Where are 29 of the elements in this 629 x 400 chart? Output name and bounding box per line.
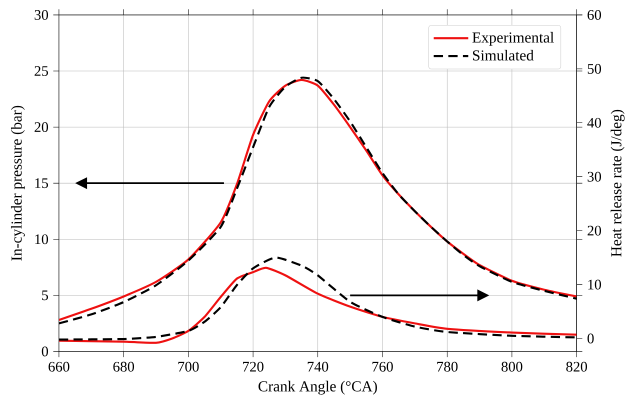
y-tick-label: 30: [34, 10, 48, 20]
y2-tick-label: 30: [588, 172, 602, 182]
x-tick-label: 700: [178, 362, 199, 372]
y2-tick-label: 10: [588, 280, 602, 290]
legend-label: Experimental: [472, 32, 554, 46]
y-tick-label: 10: [35, 234, 48, 244]
legend-label: Simulated: [472, 50, 534, 60]
x-tick-label: 780: [437, 362, 458, 372]
x-tick-label: 660: [48, 362, 70, 372]
x-tick-label: 720: [243, 362, 264, 372]
y2-tick-label: 40: [587, 118, 602, 128]
y2-tick-label: 50: [588, 64, 602, 74]
y2-tick-label: 20: [588, 226, 602, 236]
x-tick-label: 800: [502, 362, 522, 372]
x-axis-title: Crank Angle (°CA): [258, 380, 377, 395]
y2-tick-label: 60: [588, 10, 602, 20]
y2-tick-label: 0: [588, 333, 594, 344]
y-axis-title: In-cylinder pressure (bar): [10, 106, 25, 261]
x-tick-label: 680: [113, 362, 134, 372]
x-tick-label: 820: [566, 362, 588, 372]
y-tick-label: 0: [42, 346, 48, 356]
y-tick-label: 20: [34, 122, 48, 132]
y-tick-label: 5: [42, 290, 48, 300]
x-tick-label: 740: [308, 362, 328, 372]
line-series: [58, 266, 577, 344]
y2-axis-title: Heat release rate (J/deg): [610, 110, 625, 257]
x-tick-label: 760: [372, 362, 393, 372]
y-tick-label: 15: [35, 178, 48, 188]
y-tick-label: 25: [34, 66, 48, 76]
